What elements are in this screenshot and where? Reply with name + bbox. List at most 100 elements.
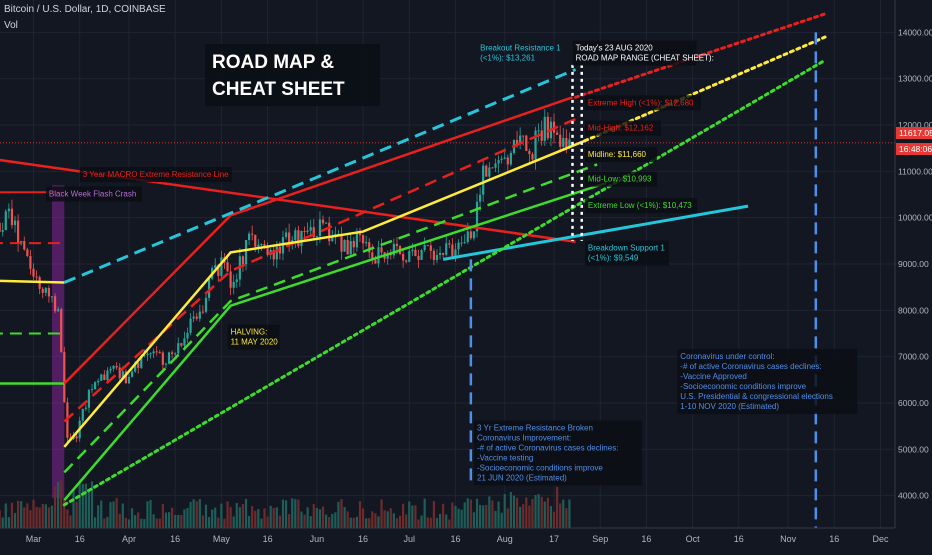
candle-body [488, 167, 491, 177]
volume-bar [44, 504, 47, 528]
volume-bar [306, 507, 309, 528]
volume-bar [75, 501, 78, 528]
annotation-november-control-line-3: -Socioeconomic conditions improve [680, 382, 806, 391]
price-tags: 11617.05 16:48:06 [896, 127, 932, 155]
x-tick-label: Aug [497, 534, 513, 544]
candle-body [118, 367, 121, 379]
volume-bar [543, 501, 546, 528]
candle-body [164, 363, 168, 365]
vertical-markers [469, 32, 818, 528]
volume-bar [374, 513, 377, 528]
volume-bar [155, 518, 158, 528]
annotation-extreme-high: Extreme High (<1%): $12,680 [584, 95, 701, 111]
candles [0, 109, 571, 443]
candle-body [371, 252, 374, 261]
volume-bar [509, 492, 512, 528]
volume-bar [300, 511, 303, 528]
candle-body [466, 231, 469, 243]
price-axis[interactable]: 4000.00 5000.00 6000.00 7000.00 8000.00 9000.… [894, 0, 932, 550]
candle-body [411, 249, 414, 252]
x-tick-label: 16 [641, 534, 651, 544]
countdown-tag [896, 143, 932, 155]
time-axis[interactable]: Mar 16 Apr 16 May 16 Jun 16 Jul 16 Aug 17 Sep 16 Oct 16… [0, 527, 932, 550]
volume-bar [565, 508, 568, 528]
volume-bar [13, 512, 17, 528]
candle-body [368, 242, 371, 253]
candle-body [158, 352, 161, 354]
annotation-june-improvement-line-2: -# of active Coronavirus cases declines: [477, 443, 618, 452]
annotation-june-improvement-bg [474, 420, 643, 486]
volume-bar [503, 493, 506, 528]
volume-bar [198, 499, 201, 528]
volume-bar [223, 518, 226, 528]
candle-body [90, 389, 94, 391]
candle-body [204, 297, 208, 312]
volume-bar [109, 502, 112, 528]
candle-body [318, 219, 322, 237]
volume-bar [263, 508, 266, 528]
candle-body [309, 227, 312, 231]
volume-bar [482, 505, 485, 528]
volume-bar [562, 499, 565, 528]
volume-bar [26, 503, 29, 528]
extreme-high-channel [63, 96, 573, 385]
candle-body [177, 343, 180, 354]
candle-body [395, 243, 399, 246]
candle-body [124, 371, 127, 384]
candle-body [47, 287, 50, 297]
candle-body [26, 249, 29, 257]
volume-bar [241, 504, 245, 528]
annotation-june-improvement-line-4: -Socioeconomic conditions improve [477, 463, 603, 472]
x-tick-label: Sep [592, 534, 608, 544]
candle-body [97, 380, 100, 383]
candle-body [457, 242, 460, 250]
x-tick-label: May [213, 534, 231, 544]
volume-bar [460, 509, 463, 528]
candle-body [32, 268, 35, 277]
volume-bar [475, 498, 479, 528]
volume-bar [171, 507, 174, 528]
volume-bar [368, 518, 371, 528]
candle-body [349, 241, 352, 255]
y-tick-label: 4000.00 [898, 491, 929, 501]
volume-bar [549, 506, 553, 528]
volume-bar [343, 507, 346, 528]
volume-bar [321, 506, 325, 528]
y-tick-label: 9000.00 [898, 259, 929, 269]
candle-body [531, 154, 534, 160]
x-tick-label: 17 [549, 534, 559, 544]
volume-bar [103, 518, 106, 528]
volume-bar [291, 498, 294, 528]
symbol-title[interactable]: Bitcoin / U.S. Dollar, 1D, COINBASE [4, 4, 166, 15]
candle-body [137, 362, 140, 368]
price-axis-bg [895, 0, 932, 550]
volume-bar [167, 512, 171, 528]
title-line-1: ROAD MAP & [212, 52, 334, 73]
x-tick-label: Mar [26, 534, 42, 544]
volume-bar [398, 515, 402, 528]
annotation-june-improvement: 3 Yr Extreme Resistance BrokenCoronaviru… [474, 420, 643, 486]
volume-label[interactable]: Vol [4, 20, 18, 31]
volume-bar [251, 506, 254, 528]
volume-bar [164, 512, 168, 528]
volume-bar [389, 508, 392, 528]
annotation-mid-low-bg [584, 171, 657, 187]
y-tick-label: 6000.00 [898, 398, 929, 408]
candle-body [315, 236, 318, 238]
candle-body [155, 351, 158, 353]
time-axis-bg [0, 528, 932, 550]
candle-body [44, 287, 47, 293]
volume-bar [325, 514, 328, 528]
candle-body [352, 241, 355, 248]
candle-body [503, 157, 506, 159]
volume-bar [448, 519, 451, 528]
volume-bar [266, 516, 269, 528]
candle-body [355, 233, 358, 248]
candle-body [423, 245, 426, 251]
volume-bar [20, 501, 23, 528]
candle-body [251, 233, 254, 235]
volume-bar [78, 480, 81, 528]
volume-bar [87, 491, 91, 528]
volume-bar [149, 500, 152, 528]
